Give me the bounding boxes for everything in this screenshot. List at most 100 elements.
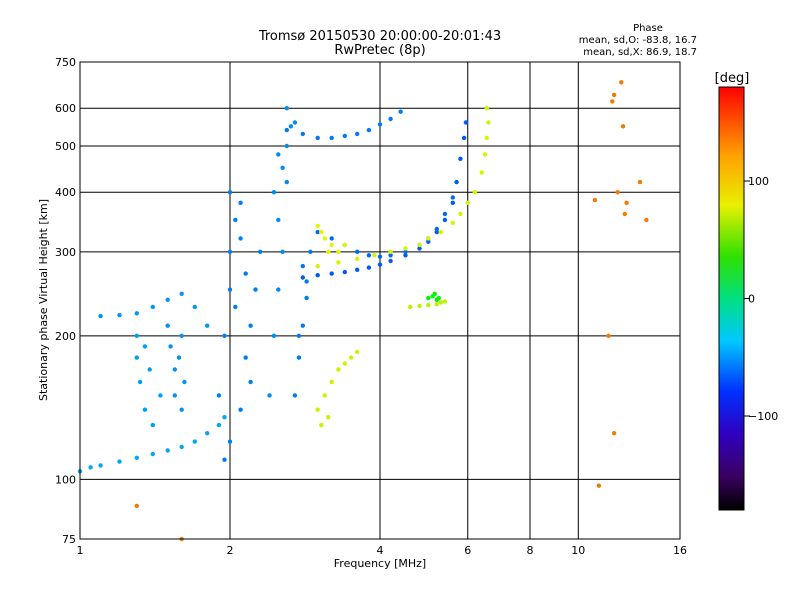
data-point (348, 355, 354, 360)
data-point (238, 407, 243, 412)
data-point (267, 393, 272, 398)
y-axis-label: Stationary phase Virtual Height [km] (37, 199, 50, 401)
y-tick-label: 600 (55, 102, 76, 115)
data-point (117, 459, 122, 464)
data-point (326, 415, 331, 420)
data-point (98, 313, 103, 319)
data-point (271, 190, 277, 195)
data-point (426, 236, 431, 241)
data-point (472, 190, 477, 195)
data-point (438, 300, 444, 305)
data-point (280, 165, 285, 170)
data-point (315, 407, 320, 412)
data-point (322, 236, 327, 241)
data-point (434, 226, 439, 232)
chart-subtitle: RwPretec (8p) (334, 43, 425, 58)
data-point (308, 249, 313, 254)
data-point (436, 295, 441, 301)
x-tick-label: 6 (464, 544, 471, 557)
data-point (296, 355, 302, 360)
data-point (248, 379, 253, 385)
data-point (398, 109, 403, 114)
data-point (216, 393, 222, 398)
data-point (417, 303, 422, 309)
y-tick-label: 750 (55, 56, 76, 69)
data-point (336, 249, 341, 254)
data-point (592, 197, 598, 203)
data-point (172, 367, 177, 372)
data-point (342, 133, 347, 139)
data-point (142, 344, 148, 349)
data-point (610, 99, 615, 104)
x-axis: 1 2 4 6 8 10 16 (77, 544, 688, 557)
data-point (611, 92, 617, 98)
data-point (300, 263, 305, 269)
data-point (134, 333, 139, 338)
data-point (243, 271, 248, 276)
data-point (253, 287, 258, 292)
data-point (142, 407, 148, 412)
data-point (284, 143, 289, 149)
data-point (222, 457, 227, 462)
data-point (227, 249, 233, 254)
y-tick-label: 300 (55, 246, 76, 259)
data-point (271, 333, 277, 338)
data-point (463, 120, 469, 125)
data-point (179, 333, 184, 338)
x-tick-label: 1 (77, 544, 84, 557)
data-point (355, 256, 360, 261)
data-point (434, 229, 439, 235)
data-point (329, 379, 334, 385)
data-point (388, 258, 393, 264)
data-point (615, 190, 620, 195)
data-point (388, 116, 393, 122)
data-point (258, 249, 263, 254)
data-point (182, 379, 187, 385)
data-point (596, 483, 602, 488)
data-point (315, 273, 320, 278)
data-point (482, 152, 488, 157)
y-tick-label: 100 (55, 473, 76, 486)
data-point (150, 451, 155, 457)
y-axis: 75 100 200 300 400 500 600 750 (55, 56, 76, 546)
data-point (300, 275, 305, 280)
data-point (288, 124, 294, 129)
data-point (342, 361, 347, 366)
data-point (426, 295, 431, 301)
data-point (304, 279, 309, 284)
data-point (296, 333, 302, 338)
data-point (619, 80, 624, 85)
data-point (484, 135, 489, 141)
data-point (315, 263, 320, 269)
x-axis-label: Frequency [MHz] (334, 557, 426, 570)
data-point (355, 349, 360, 355)
data-point (366, 265, 372, 270)
data-point (342, 269, 347, 275)
data-point (137, 379, 143, 385)
y-tick-label: 200 (55, 330, 76, 343)
data-point (158, 393, 163, 398)
phase-heading: Phase (633, 23, 663, 34)
data-point (426, 302, 431, 308)
data-point (165, 448, 170, 453)
data-point (486, 120, 491, 125)
data-point (644, 217, 649, 223)
data-point (227, 190, 233, 195)
y-tick-label: 500 (55, 140, 76, 153)
data-point (434, 302, 439, 307)
plot-frame (79, 61, 681, 540)
data-point (88, 465, 93, 470)
data-point (450, 195, 455, 200)
data-point (280, 249, 285, 254)
data-point (300, 323, 305, 328)
data-point (403, 249, 408, 254)
data-point (329, 236, 334, 241)
data-point (150, 304, 155, 310)
data-point (442, 217, 448, 223)
phase-mean-o: mean, sd,O: -83.8, 16.7 (579, 35, 697, 46)
data-point (315, 229, 320, 235)
data-point (117, 312, 122, 318)
x-tick-label: 4 (377, 544, 384, 557)
colorbar (718, 86, 745, 511)
data-point (222, 333, 227, 338)
